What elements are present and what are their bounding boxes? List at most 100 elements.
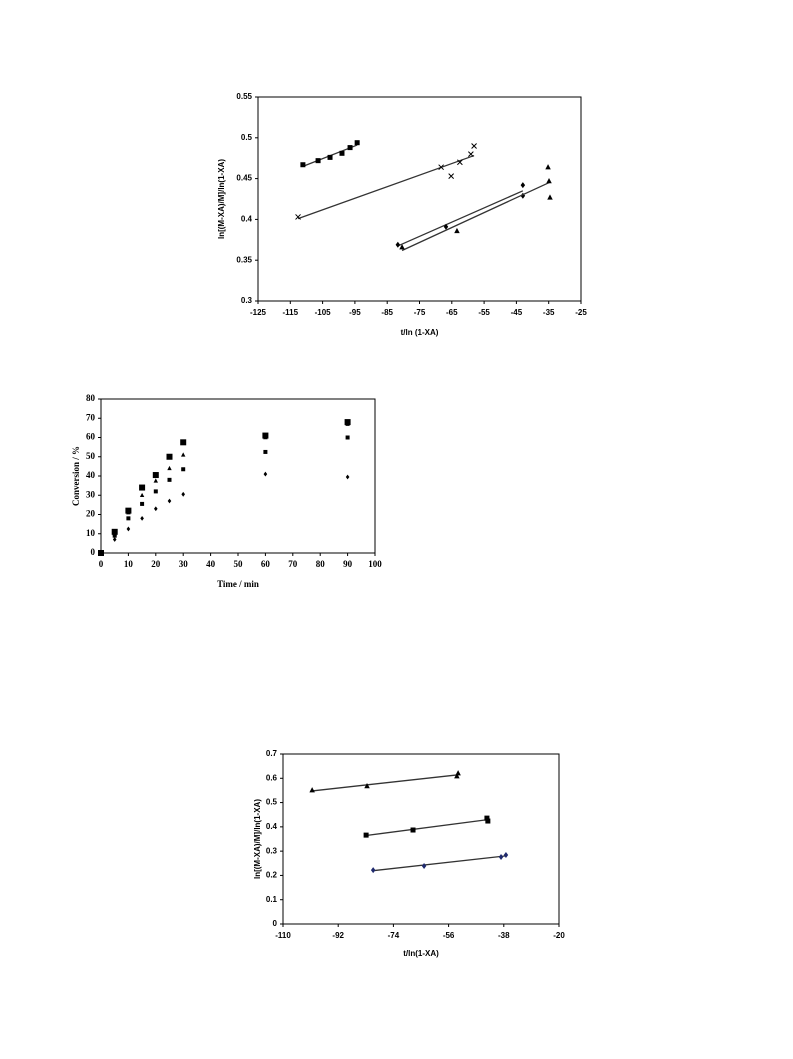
y-tick-label: 0.4: [241, 215, 253, 224]
plot-frame: [282, 753, 560, 925]
point: [112, 533, 117, 538]
x-tick-label: 50: [234, 559, 244, 569]
x-tick-label: 60: [261, 559, 271, 569]
x-tick-label: -125: [250, 308, 267, 317]
point: [485, 818, 491, 824]
point: [455, 770, 461, 776]
point: [300, 162, 306, 168]
point: [152, 472, 159, 479]
plot-frame: [257, 96, 582, 302]
x-tick-label: -35: [543, 308, 555, 317]
point: [546, 178, 552, 184]
y-tick-label: 0.1: [266, 895, 278, 904]
y-tick-label: 0.55: [236, 92, 252, 101]
point: [498, 853, 504, 860]
point: [345, 474, 350, 480]
x-tick-label: 100: [368, 559, 382, 569]
point: [370, 867, 376, 874]
y-tick-label: 0.7: [266, 749, 278, 758]
point: [181, 491, 185, 497]
point: [364, 783, 370, 789]
point: [345, 435, 350, 440]
x-tick-label: 80: [316, 559, 326, 569]
point: [363, 832, 369, 838]
chart: -110 -92 -74 -56 -38 -20 0 0.1 0.2 0.3 0.4 0.5 0.6 0.…: [253, 749, 565, 958]
y-tick-label: 20: [86, 509, 96, 519]
point: [263, 435, 268, 440]
point: [471, 143, 477, 149]
point: [126, 510, 131, 515]
x-tick-label: 40: [206, 559, 216, 569]
point: [448, 173, 455, 180]
point: [181, 467, 186, 472]
point: [139, 492, 145, 498]
point: [520, 182, 526, 189]
point: [167, 477, 172, 482]
point: [154, 506, 158, 512]
point: [438, 164, 444, 171]
y-tick-label: 0.45: [236, 174, 252, 183]
x-tick-label: -38: [498, 931, 510, 940]
point: [126, 516, 131, 521]
point: [180, 439, 187, 446]
point: [443, 223, 449, 230]
x-tick-label: -25: [575, 308, 587, 317]
point: [347, 145, 353, 151]
x-tick-label: -55: [478, 308, 490, 317]
x-tick-label: 0: [99, 559, 104, 569]
y-axis-label: ln[(M-XA)/M]/ln(1-XA): [217, 159, 226, 239]
x-tick-label: -74: [388, 931, 400, 940]
x-tick-label: -115: [283, 308, 299, 317]
x-tick-label: -45: [511, 308, 523, 317]
plot-frame: [100, 398, 376, 554]
point: [140, 501, 145, 506]
y-tick-label: 70: [86, 412, 96, 422]
point: [395, 241, 401, 248]
point: [421, 862, 427, 869]
point: [139, 484, 146, 491]
x-tick-label: 90: [343, 559, 353, 569]
y-tick-label: 80: [86, 393, 96, 403]
y-tick-label: 0: [91, 547, 96, 557]
x-tick-label: -95: [349, 308, 361, 317]
x-tick-label: 10: [124, 559, 134, 569]
y-tick-label: 0.2: [266, 871, 278, 880]
trend-line: [312, 774, 459, 792]
y-tick-label: 0.5: [241, 133, 253, 142]
x-axis-label: Time / min: [217, 579, 259, 589]
point: [153, 478, 158, 483]
trend-line: [401, 181, 551, 252]
x-tick-label: -92: [332, 931, 344, 940]
point: [457, 159, 463, 166]
point: [263, 471, 268, 477]
point: [410, 827, 416, 833]
point: [181, 452, 186, 457]
point: [454, 773, 460, 779]
point: [399, 244, 405, 250]
y-tick-label: 0.6: [266, 773, 278, 782]
trend-line: [397, 190, 524, 247]
x-tick-label: -105: [315, 308, 332, 317]
point: [345, 421, 350, 426]
point: [545, 164, 551, 170]
y-tick-label: 0.35: [236, 255, 252, 264]
point: [167, 498, 172, 504]
point: [503, 852, 509, 859]
point: [468, 151, 474, 157]
y-tick-label: 0.4: [266, 822, 278, 831]
y-tick-label: 30: [86, 489, 96, 499]
y-tick-label: 50: [86, 451, 96, 461]
point: [484, 815, 490, 821]
point: [166, 453, 173, 460]
trend-line: [297, 154, 475, 220]
y-tick-label: 0: [273, 919, 278, 928]
y-tick-label: 0.5: [266, 798, 278, 807]
point: [140, 515, 144, 521]
x-tick-label: -65: [446, 308, 458, 317]
x-tick-label: 30: [179, 559, 189, 569]
point: [327, 154, 333, 160]
x-tick-label: -56: [443, 931, 455, 940]
point: [454, 227, 460, 234]
point: [295, 214, 301, 220]
point: [547, 194, 553, 200]
